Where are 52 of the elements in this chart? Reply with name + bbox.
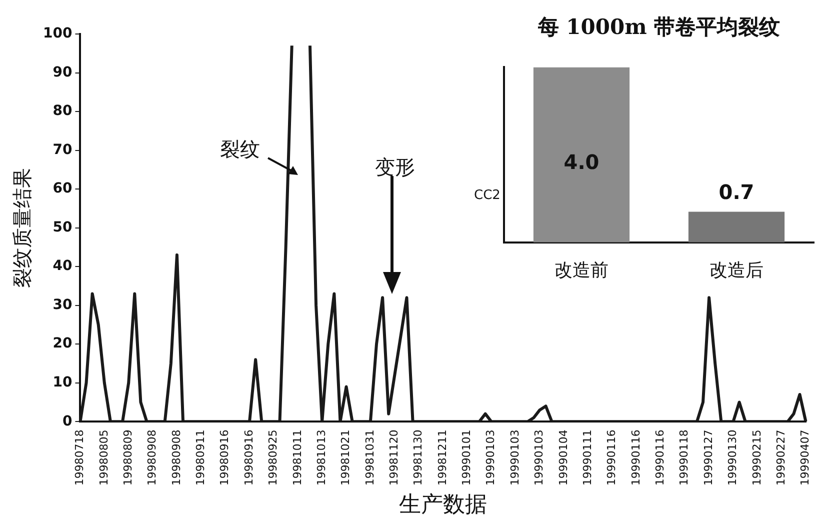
chart-title: 每 1000m 带卷平均裂纹 (536, 14, 780, 40)
y-tick-label: 40 (52, 258, 72, 274)
x-tick-label: 19990111 (580, 430, 594, 486)
x-tick-label: 19990215 (750, 430, 764, 486)
x-tick-label: 19990103 (532, 430, 546, 486)
y-tick-label: 100 (42, 26, 72, 42)
data-label: 4.0 (564, 150, 600, 174)
x-tick-label: 19980908 (146, 430, 159, 486)
annotation: 变形 (375, 154, 415, 181)
x-tick-label: 19981130 (412, 430, 425, 486)
x-tick-label: 19990104 (556, 430, 570, 486)
y-tick-label: 30 (52, 296, 72, 313)
y-tick-label: 0 (62, 413, 72, 430)
x-tick-label: 改造后 (710, 260, 764, 281)
x-tick-label: 19981120 (388, 430, 400, 486)
x-tick-label: 19980911 (194, 430, 208, 486)
x-tick-label: 19980916 (242, 430, 256, 486)
x-tick-label: 19990407 (798, 430, 812, 486)
x-tick-label: 19990116 (654, 430, 667, 486)
x-tick-label: 19980809 (121, 430, 134, 486)
y-axis-title: 裂纹质量结果 (10, 168, 34, 288)
x-tick-label: 改造前 (554, 260, 608, 281)
y-tick-label: 20 (52, 336, 72, 352)
annotation: 裂纹 (220, 136, 260, 163)
y-tick-label: 80 (52, 103, 72, 120)
x-tick-label: 19980908 (170, 430, 183, 486)
y-tick-label: 50 (52, 219, 72, 236)
x-tick-label: 19981021 (339, 430, 352, 486)
y-tick-label: 90 (52, 64, 72, 80)
x-tick-label: 19990101 (460, 430, 474, 486)
x-tick-label: 19990103 (508, 430, 522, 486)
y-tick-label: 10 (52, 374, 72, 390)
x-tick-label: 19980916 (218, 430, 232, 486)
x-tick-label: 19990127 (702, 430, 715, 486)
x-tick-label: 19990118 (678, 430, 691, 486)
x-tick-label: 19990227 (774, 430, 788, 486)
annotation: CC2 (474, 188, 500, 203)
x-tick-label: 19980925 (266, 430, 280, 486)
x-tick-label: 19981013 (314, 430, 328, 486)
y-tick-label: 70 (52, 142, 72, 158)
data-label: 0.7 (718, 180, 754, 204)
x-tick-label: 19990116 (605, 430, 618, 486)
x-tick-label: 19981211 (436, 430, 449, 486)
x-tick-label: 19990130 (726, 430, 740, 486)
x-tick-label: 19990103 (484, 430, 498, 486)
x-axis-title: 生产数据 (399, 492, 488, 518)
x-tick-label: 19981031 (363, 430, 376, 486)
x-tick-label: 19981011 (290, 430, 304, 486)
y-tick-label: 60 (52, 180, 72, 197)
x-tick-label: 19980718 (73, 430, 86, 486)
x-tick-label: 19980805 (97, 430, 110, 486)
x-tick-label: 19990116 (629, 430, 642, 486)
